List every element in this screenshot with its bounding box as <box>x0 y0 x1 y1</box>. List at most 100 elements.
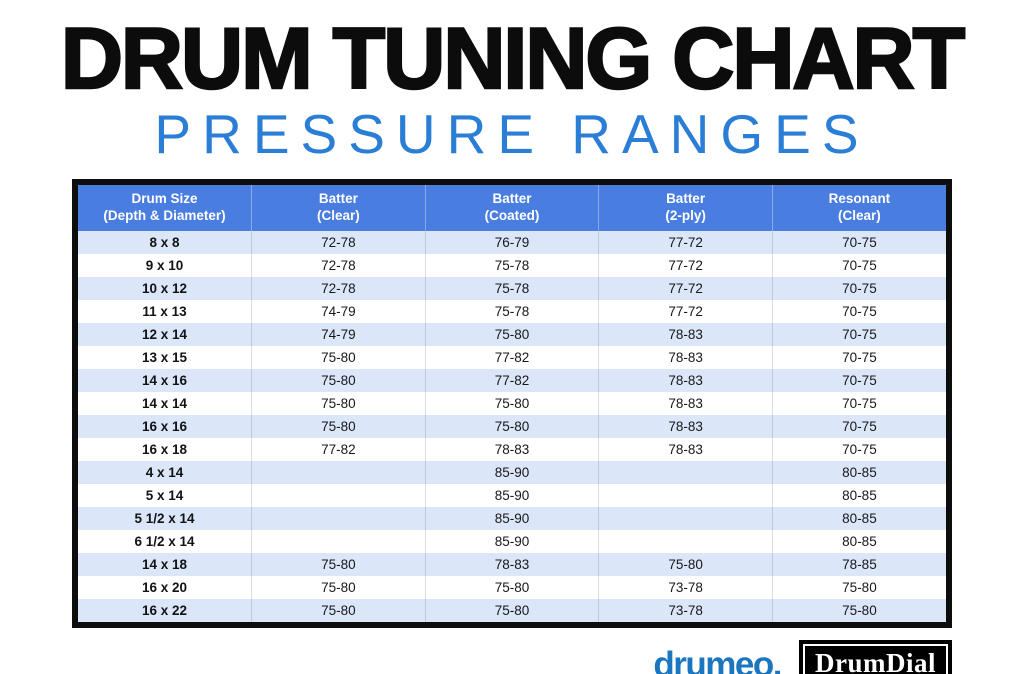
pressure-value-cell: 70-75 <box>771 345 946 369</box>
pressure-value-cell <box>598 506 773 530</box>
column-header: Batter (2-ply) <box>598 184 773 231</box>
pressure-value-cell: 74-79 <box>251 299 426 323</box>
pressure-value-cell: 77-82 <box>424 368 599 392</box>
page-subtitle: PRESSURE RANGES <box>154 103 870 165</box>
drum-size-cell: 4 x 14 <box>145 464 184 480</box>
pressure-value-cell: 85-90 <box>424 483 599 507</box>
drum-size-cell: 11 x 13 <box>142 303 187 319</box>
pressure-value-cell: 80-85 <box>771 483 946 507</box>
pressure-value-cell: 72-78 <box>251 276 426 300</box>
table-row: 10 x 12 72-78 75-78 77-72 70-75 <box>78 276 946 300</box>
pressure-value-cell: 75-80 <box>424 598 599 622</box>
footer: drumeo. DrumDial <box>0 640 952 674</box>
drumdial-logo: DrumDial <box>803 643 948 674</box>
pressure-value-cell: 75-80 <box>771 598 946 622</box>
pressure-value-cell: 75-80 <box>251 575 426 599</box>
pressure-value-cell: 75-78 <box>424 253 599 277</box>
drum-size-cell: 14 x 14 <box>142 395 188 411</box>
table-row: 12 x 14 74-79 75-80 78-83 70-75 <box>78 322 946 346</box>
pressure-value-cell: 75-80 <box>424 414 599 438</box>
pressure-value-cell: 77-72 <box>598 299 773 323</box>
pressure-value-cell: 70-75 <box>771 414 946 438</box>
pressure-value-cell: 80-85 <box>771 529 946 553</box>
pressure-value-cell: 75-80 <box>424 322 599 346</box>
drum-tuning-table: Drum Size (Depth & Diameter) Batter (Clear)… <box>72 178 952 628</box>
drum-size-cell: 14 x 18 <box>142 556 188 572</box>
drum-size-cell: 8 x 8 <box>149 234 180 250</box>
pressure-value-cell: 77-72 <box>598 230 773 254</box>
table-body: 8 x 8 72-78 76-79 77-72 70-75 9 x 10 72-78 75-7… <box>78 230 946 622</box>
drum-size-cell: 6 1/2 x 14 <box>134 533 195 549</box>
table-row: 14 x 18 75-80 78-83 75-80 78-85 <box>78 552 946 576</box>
pressure-value-cell: 75-80 <box>598 552 773 576</box>
column-header-line1: Batter <box>318 190 358 206</box>
column-header: Resonant (Clear) <box>771 184 946 231</box>
pressure-value-cell: 70-75 <box>771 322 946 346</box>
table-row: 16 x 18 77-82 78-83 78-83 70-75 <box>78 437 946 461</box>
pressure-value-cell: 70-75 <box>771 276 946 300</box>
pressure-value-cell: 75-80 <box>251 552 426 576</box>
table-row: 16 x 16 75-80 75-80 78-83 70-75 <box>78 414 946 438</box>
pressure-value-cell: 72-78 <box>251 230 426 254</box>
pressure-value-cell <box>598 529 773 553</box>
table-row: 8 x 8 72-78 76-79 77-72 70-75 <box>78 230 946 254</box>
header-row: Drum Size (Depth & Diameter) Batter (Clear)… <box>78 184 946 231</box>
pressure-value-cell: 75-80 <box>251 368 426 392</box>
pressure-value-cell: 75-78 <box>424 276 599 300</box>
page: DRUM TUNING CHART PRESSURE RANGES Drum S… <box>0 15 1024 674</box>
pressure-value-cell: 74-79 <box>251 322 426 346</box>
pressure-value-cell <box>251 483 426 507</box>
column-header-line1: Batter <box>492 190 532 206</box>
pressure-value-cell: 73-78 <box>598 575 773 599</box>
drum-size-cell: 5 x 14 <box>145 487 184 503</box>
pressure-value-cell: 72-78 <box>251 253 426 277</box>
pressure-value-cell: 75-80 <box>251 345 426 369</box>
table-row: 14 x 14 75-80 75-80 78-83 70-75 <box>78 391 946 415</box>
pressure-value-cell <box>598 483 773 507</box>
column-header-line1: Resonant <box>828 190 891 206</box>
pressure-value-cell: 75-80 <box>424 575 599 599</box>
pressure-value-cell: 75-80 <box>771 575 946 599</box>
pressure-value-cell: 75-78 <box>424 299 599 323</box>
column-header-line2: (Depth & Diameter) <box>103 208 226 224</box>
column-header-line2: (2-ply) <box>665 208 706 224</box>
pressure-value-cell: 70-75 <box>771 230 946 254</box>
pressure-value-cell: 78-83 <box>598 368 773 392</box>
column-header-line2: (Clear) <box>317 208 360 224</box>
column-header: Batter (Clear) <box>251 184 426 231</box>
table-row: 11 x 13 74-79 75-78 77-72 70-75 <box>78 299 946 323</box>
drum-size-cell: 16 x 22 <box>142 602 188 618</box>
pressure-value-cell: 70-75 <box>771 368 946 392</box>
column-header: Batter (Coated) <box>424 184 599 231</box>
pressure-value-cell: 77-72 <box>598 253 773 277</box>
table-row: 14 x 16 75-80 77-82 78-83 70-75 <box>78 368 946 392</box>
pressure-value-cell: 78-83 <box>598 437 773 461</box>
pressure-value-cell <box>598 460 773 484</box>
pressure-value-cell: 75-80 <box>251 598 426 622</box>
pressure-value-cell: 78-83 <box>598 345 773 369</box>
pressure-value-cell: 75-80 <box>251 391 426 415</box>
pressure-value-cell: 70-75 <box>771 299 946 323</box>
drum-size-cell: 10 x 12 <box>142 280 188 296</box>
drumeo-logo: drumeo. <box>653 644 782 674</box>
pressure-value-cell: 85-90 <box>424 529 599 553</box>
column-header-line2: (Coated) <box>484 208 540 224</box>
column-header: Drum Size (Depth & Diameter) <box>78 184 252 231</box>
table-row: 5 1/2 x 14 85-90 80-85 <box>78 506 946 530</box>
drum-size-cell: 5 1/2 x 14 <box>134 510 195 526</box>
table-row: 16 x 20 75-80 75-80 73-78 75-80 <box>78 575 946 599</box>
table-header: Drum Size (Depth & Diameter) Batter (Clear)… <box>78 184 946 231</box>
pressure-value-cell: 70-75 <box>771 437 946 461</box>
pressure-value-cell: 78-83 <box>424 437 599 461</box>
table-row: 4 x 14 85-90 80-85 <box>78 460 946 484</box>
drum-size-cell: 13 x 15 <box>142 349 188 365</box>
pressure-value-cell: 80-85 <box>771 460 946 484</box>
drum-size-cell: 16 x 16 <box>142 418 188 434</box>
pressure-value-cell: 70-75 <box>771 253 946 277</box>
pressure-value-cell: 70-75 <box>771 391 946 415</box>
table-row: 5 x 14 85-90 80-85 <box>78 483 946 507</box>
pressure-value-cell: 77-82 <box>424 345 599 369</box>
pressure-value-cell: 78-83 <box>598 322 773 346</box>
table-row: 9 x 10 72-78 75-78 77-72 70-75 <box>78 253 946 277</box>
pressure-value-cell: 85-90 <box>424 460 599 484</box>
